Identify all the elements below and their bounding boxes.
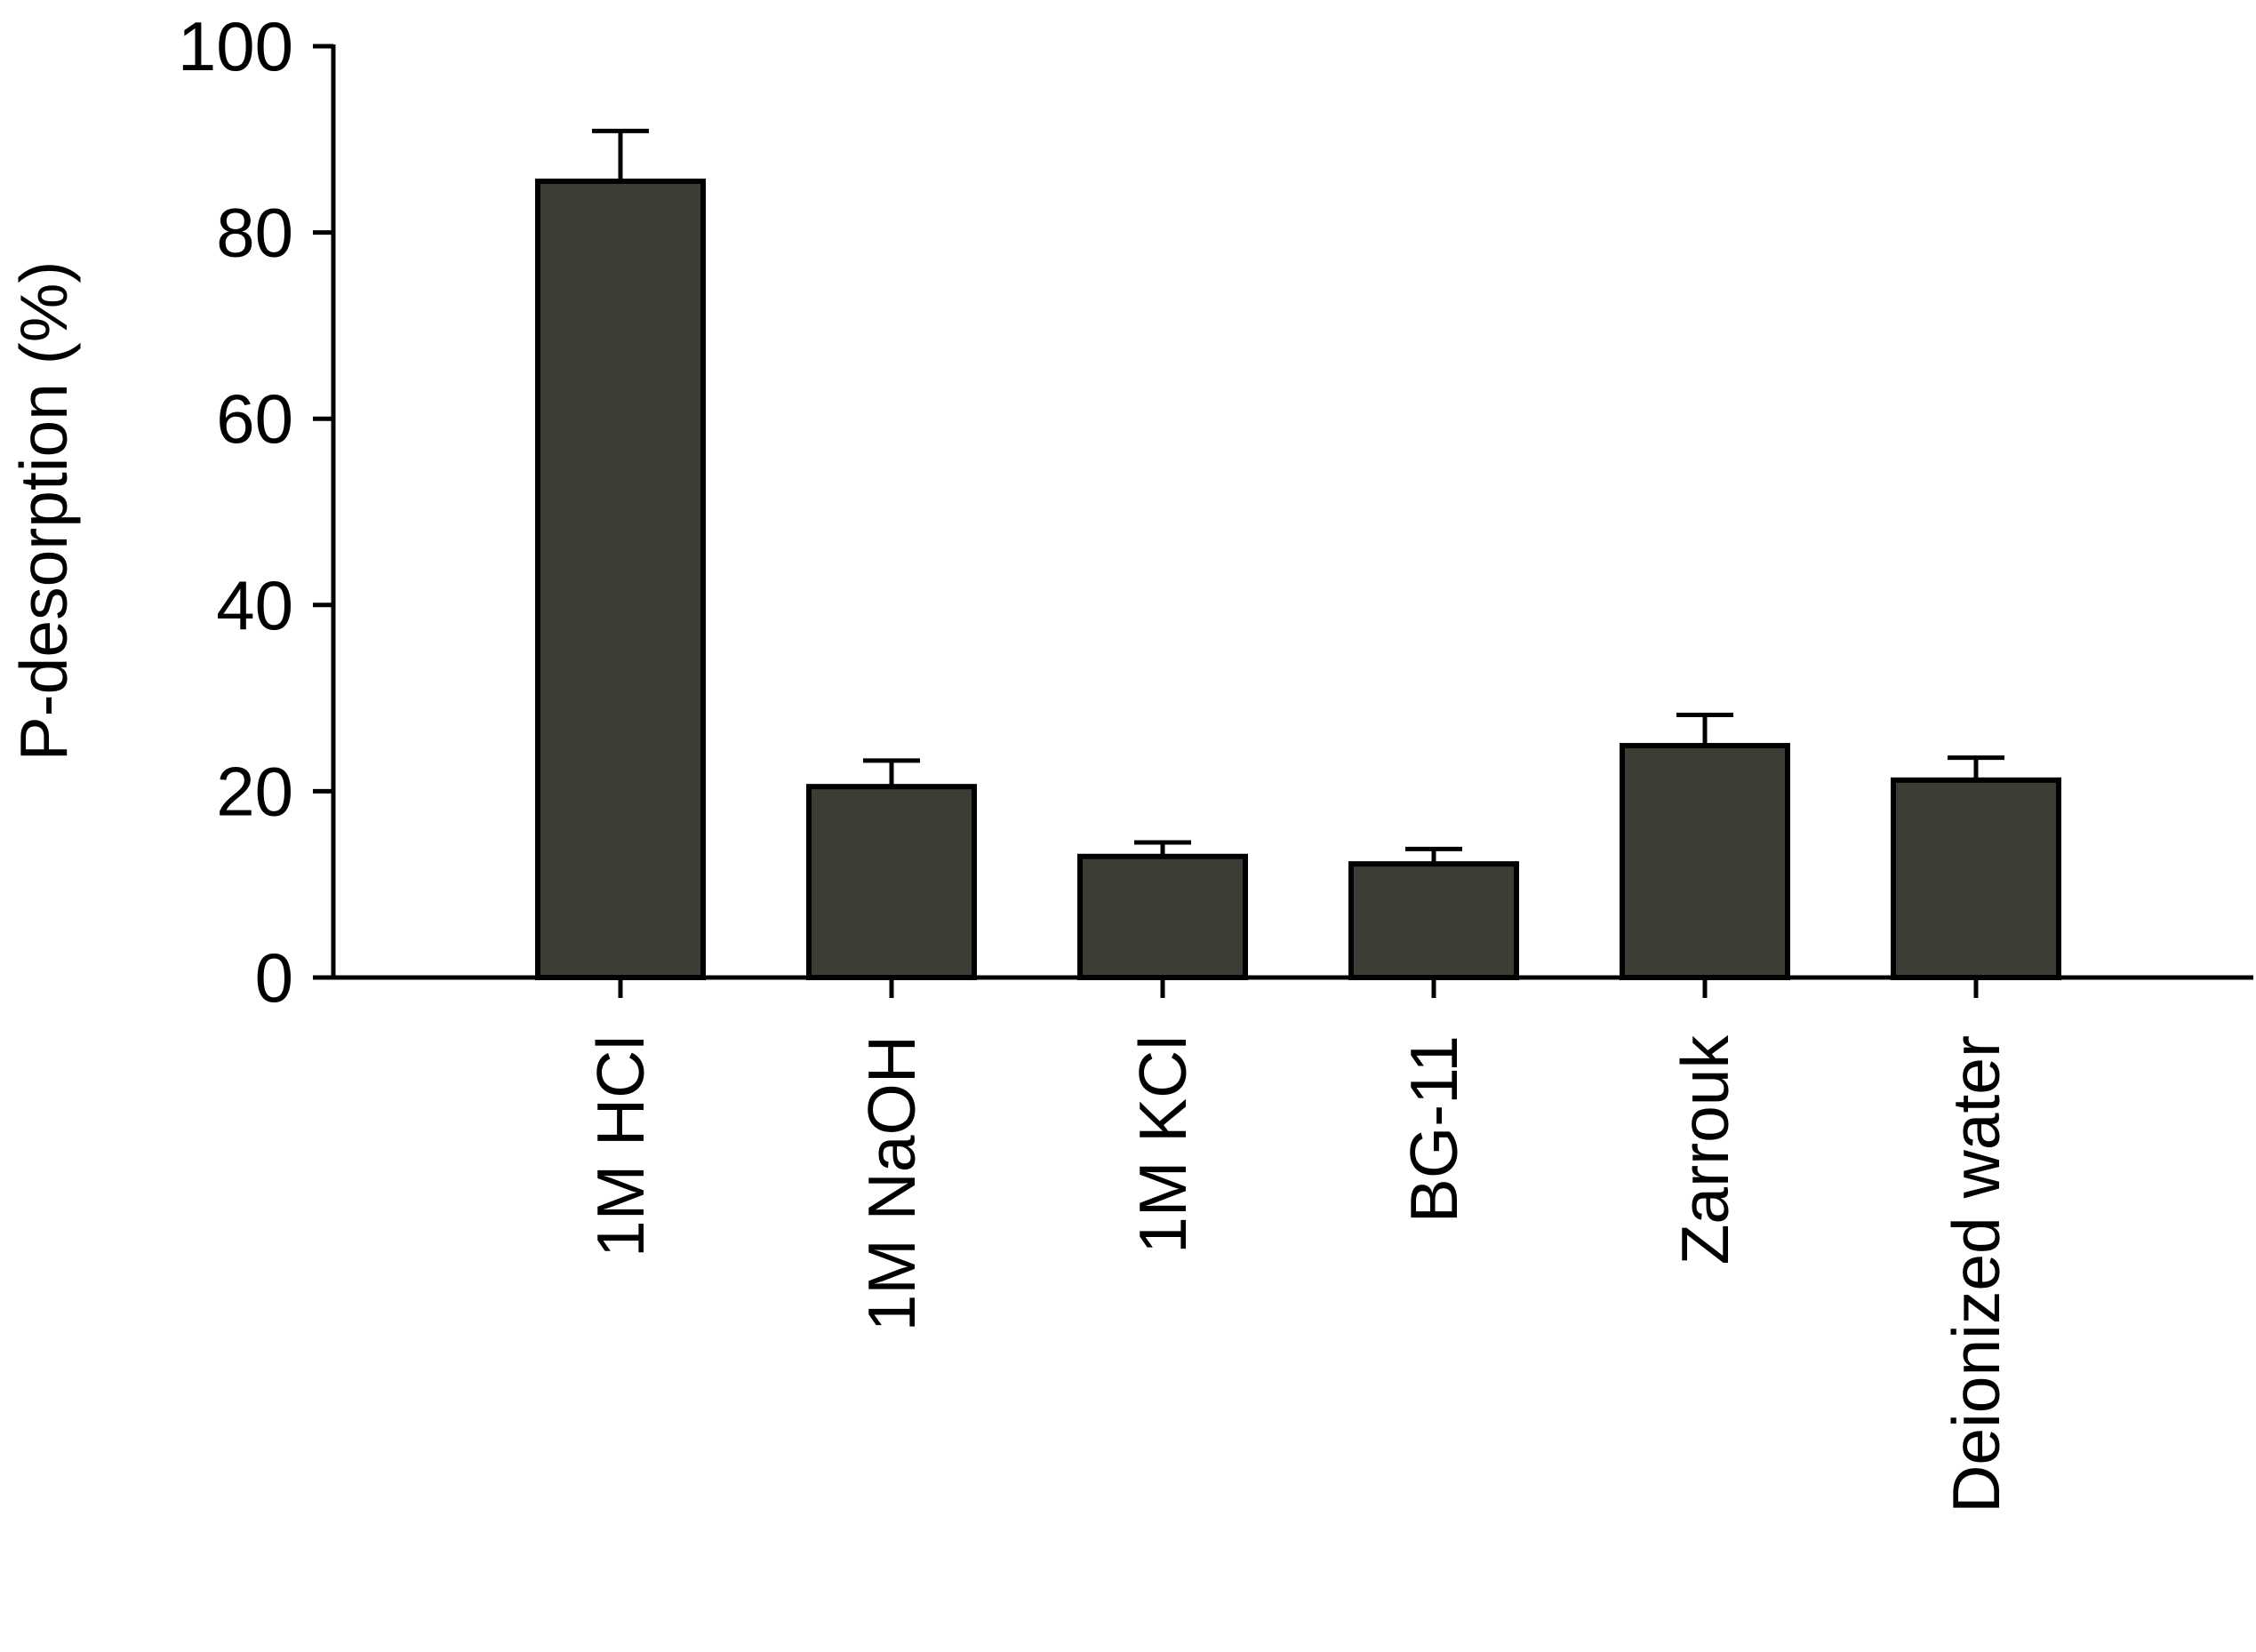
y-tick-label: 60 — [216, 379, 293, 458]
y-axis-label: P-desorption (%) — [6, 261, 81, 762]
y-tick-label: 40 — [216, 566, 293, 644]
bars — [535, 178, 2061, 981]
x-category-label: BG-11 — [1396, 1035, 1471, 1223]
x-category-label: Zarrouk — [1668, 1035, 1742, 1265]
bar — [1348, 861, 1519, 980]
bar — [1077, 853, 1248, 981]
y-axis-ticks: 0 20 40 60 80 100 — [178, 7, 333, 1017]
x-category-label: 1M HCl — [583, 1035, 658, 1257]
y-tick-label: 80 — [216, 194, 293, 272]
x-category-label: Deionized water — [1939, 1035, 2013, 1513]
x-category-label: 1M NaOH — [854, 1035, 929, 1331]
bar — [535, 178, 706, 980]
x-category-label: 1M KCl — [1125, 1035, 1200, 1254]
error-bars — [592, 128, 2004, 865]
bar — [1891, 777, 2061, 980]
bar — [806, 784, 977, 980]
x-axis-ticks: 1M HCl 1M NaOH 1M KCl BG-11 Zarrouk Deionized… — [583, 978, 2013, 1513]
y-tick-label: 20 — [216, 752, 293, 830]
bar — [1620, 743, 1790, 980]
y-tick-label: 100 — [178, 7, 293, 85]
y-tick-label: 0 — [255, 938, 293, 1017]
